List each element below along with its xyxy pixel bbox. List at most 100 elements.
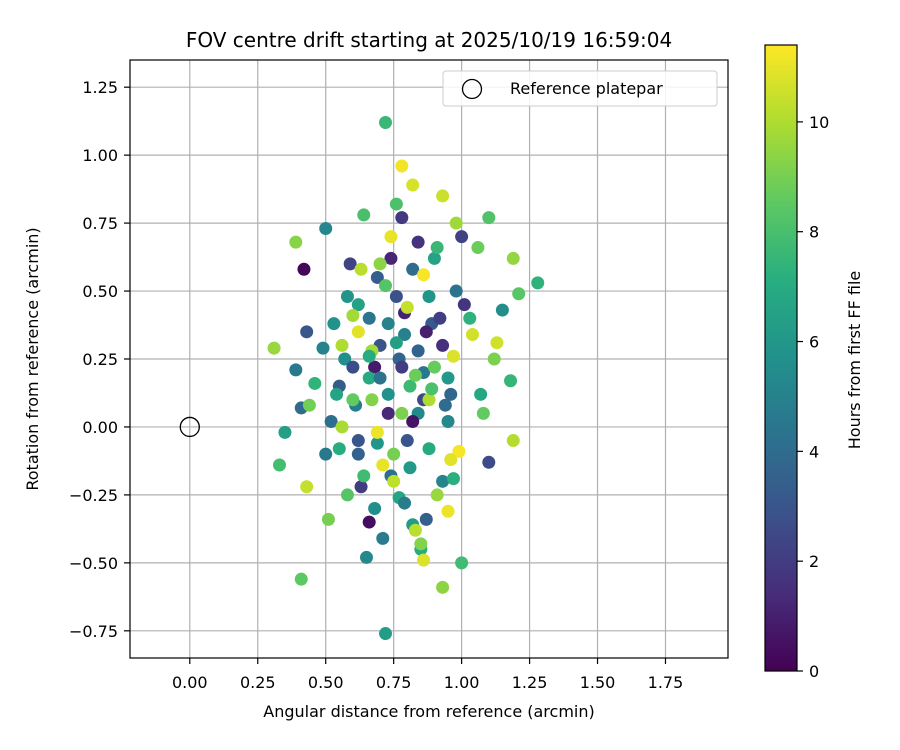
x-tick-label: 1.25 [512, 673, 548, 692]
data-point [436, 580, 450, 594]
data-points [179, 116, 545, 641]
data-point [398, 328, 412, 342]
data-point [346, 393, 360, 407]
data-point [395, 211, 409, 225]
colorbar-gradient [764, 44, 798, 672]
data-point [419, 512, 433, 526]
data-point [351, 447, 365, 461]
data-point [441, 504, 455, 518]
data-point [433, 311, 447, 325]
data-point [379, 627, 393, 641]
y-tick-label: 1.25 [82, 78, 118, 97]
data-point [300, 480, 314, 494]
data-point [406, 415, 420, 429]
x-tick-label: 1.75 [648, 673, 684, 692]
data-point [319, 222, 333, 236]
chart-title: FOV centre drift starting at 2025/10/19 … [186, 28, 672, 52]
data-point [351, 298, 365, 312]
data-point [357, 469, 371, 483]
colorbar-tick-label: 0 [809, 662, 819, 681]
data-point [400, 434, 414, 448]
data-point [411, 344, 425, 358]
data-point [267, 341, 281, 355]
data-point [340, 488, 354, 502]
grid-lines [130, 60, 728, 658]
data-point [289, 235, 303, 249]
data-point [487, 352, 501, 366]
data-point [408, 523, 422, 537]
data-point [506, 434, 520, 448]
data-point [370, 425, 384, 439]
data-point [359, 550, 373, 564]
data-point [384, 230, 398, 244]
data-point [368, 502, 382, 515]
data-point [319, 447, 333, 461]
data-point [376, 458, 390, 472]
data-point [332, 442, 346, 456]
colorbar-tick-label: 2 [809, 552, 819, 571]
data-point [379, 279, 393, 293]
data-point [351, 434, 365, 448]
data-point [362, 311, 376, 325]
data-point [403, 379, 417, 393]
data-point [365, 393, 379, 407]
data-point [506, 251, 520, 265]
data-point [422, 289, 436, 303]
data-point [398, 496, 412, 510]
data-point [389, 336, 403, 350]
data-point [490, 336, 504, 350]
data-point [316, 341, 330, 355]
colorbar-tick-label: 8 [809, 223, 819, 242]
x-tick-label: 1.50 [580, 673, 616, 692]
data-point [346, 360, 360, 374]
data-point [370, 270, 384, 284]
data-point [406, 178, 420, 192]
y-axis-ticks: −0.75 −0.50 −0.25 0.00 0.25 0.50 0.75 1.00 1.25 [69, 78, 130, 641]
data-point [406, 262, 420, 276]
legend-box [442, 70, 718, 107]
data-point [482, 211, 496, 225]
y-tick-label: 0.75 [82, 214, 118, 233]
data-point [278, 425, 292, 439]
x-tick-label: 0.50 [308, 673, 344, 692]
data-point [430, 488, 444, 502]
data-point [425, 382, 439, 396]
data-point [463, 311, 477, 325]
colorbar-tick-label: 6 [809, 333, 819, 352]
data-point [403, 461, 417, 475]
data-point [379, 116, 393, 130]
data-point [408, 368, 422, 382]
y-tick-label: 0.25 [82, 350, 118, 369]
data-point [512, 287, 526, 301]
data-point [476, 406, 490, 420]
data-point [384, 251, 398, 265]
data-point [302, 398, 316, 412]
data-point [471, 241, 485, 255]
y-tick-label: −0.50 [69, 554, 118, 573]
y-tick-label: 0.00 [82, 418, 118, 437]
data-point [452, 444, 466, 458]
data-point [457, 298, 471, 312]
data-point [368, 360, 382, 374]
data-point [444, 387, 458, 401]
data-point [387, 447, 401, 461]
data-point [395, 159, 409, 173]
data-point [419, 325, 433, 339]
y-tick-label: 0.50 [82, 282, 118, 301]
legend-reference-marker [461, 78, 483, 100]
colorbar: 0 2 4 6 8 10 Hours from first FF file [764, 44, 864, 681]
data-point [362, 349, 376, 363]
data-point [400, 300, 414, 314]
data-point [436, 189, 450, 203]
data-point [373, 371, 387, 385]
colorbar-label: Hours from first FF file [845, 271, 864, 450]
data-point [362, 371, 376, 385]
data-point [422, 393, 436, 407]
data-point [504, 374, 518, 388]
data-point [438, 398, 452, 412]
data-point [330, 387, 344, 401]
data-point [340, 289, 354, 303]
data-point [389, 197, 403, 211]
data-point [362, 515, 376, 529]
